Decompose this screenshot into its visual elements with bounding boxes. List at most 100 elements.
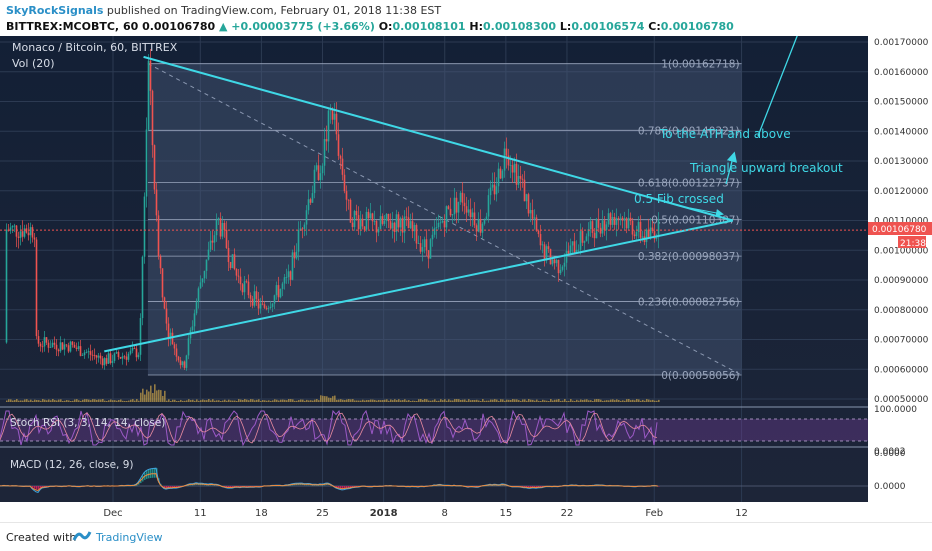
volume-bar xyxy=(550,399,552,402)
candle-body xyxy=(541,244,544,246)
volume-bar xyxy=(430,400,432,402)
volume-bar xyxy=(330,397,332,402)
volume-bar xyxy=(376,400,378,402)
volume-bar xyxy=(268,400,270,402)
candle-body xyxy=(221,222,224,237)
volume-bar xyxy=(30,399,32,402)
candle-body xyxy=(145,129,148,197)
time-tick-label: 2018 xyxy=(370,508,398,519)
candle-body xyxy=(119,357,122,359)
candle-body xyxy=(603,220,606,230)
volume-bar xyxy=(354,400,356,402)
volume-bar xyxy=(578,400,580,402)
fib-levels: 1(0.00162718) 0.786(0.00140321) 0.618(0.00… xyxy=(147,59,742,382)
volume-bar xyxy=(548,400,550,402)
candle-body xyxy=(647,229,650,237)
macd-histogram-bar xyxy=(36,486,38,490)
volume-bar xyxy=(508,399,510,402)
macd-histogram-bar xyxy=(532,486,534,488)
candle-body xyxy=(137,354,140,358)
volume-bar xyxy=(240,399,242,402)
volume-bar xyxy=(506,399,508,402)
ath-arrow xyxy=(757,36,798,137)
volume-bar xyxy=(56,400,58,402)
candle-body xyxy=(265,307,268,309)
candle-body xyxy=(495,186,498,195)
volume-bar xyxy=(566,400,568,402)
volume-bar xyxy=(48,399,50,402)
candle-body xyxy=(177,356,180,361)
price-tick-label: 0.00080000 xyxy=(874,306,929,316)
volume-bar xyxy=(226,400,228,402)
volume-bar xyxy=(282,399,284,402)
publish-info: published on TradingView.com, February 0… xyxy=(106,4,442,17)
candle-body xyxy=(75,347,78,349)
volume-bar xyxy=(568,400,570,402)
candle-body xyxy=(97,355,100,358)
low-label: L: xyxy=(559,20,572,33)
volume-bar xyxy=(546,400,548,402)
volume-bar xyxy=(26,399,28,402)
last-price: 0.00106780 xyxy=(142,20,216,33)
author-name[interactable]: SkyRockSignals xyxy=(6,4,104,17)
macd-label: MACD (12, 26, close, 9) xyxy=(10,459,133,471)
volume-bar xyxy=(324,396,326,402)
candle-body xyxy=(627,217,630,229)
volume-bar xyxy=(526,400,528,402)
volume-bar xyxy=(620,400,622,402)
candle-body xyxy=(375,221,378,233)
candle-body xyxy=(111,360,114,364)
candle-body xyxy=(299,228,302,230)
volume-bar xyxy=(58,399,60,402)
candle-body xyxy=(45,337,48,343)
volume-bar xyxy=(432,400,434,402)
volume-bar xyxy=(254,400,256,402)
candle-body xyxy=(345,191,348,200)
volume-bar xyxy=(82,399,84,402)
fib-level-label: 0.382(0.00098037) xyxy=(638,251,740,263)
candle-body xyxy=(153,145,156,190)
volume-bar xyxy=(34,399,36,402)
triangle-lower-trendline[interactable] xyxy=(104,219,734,353)
candle-body xyxy=(259,303,262,309)
volume-bar xyxy=(382,400,384,402)
candle-body xyxy=(201,278,204,283)
macd-histogram-bar xyxy=(172,486,174,488)
volume-bar xyxy=(370,399,372,402)
candle-body xyxy=(11,225,14,228)
candle-body xyxy=(133,347,136,349)
volume-bar xyxy=(412,400,414,402)
volume-bar xyxy=(90,400,92,402)
candle-body xyxy=(523,179,526,202)
volume-bar xyxy=(192,399,194,402)
candle-body xyxy=(397,214,400,228)
macd-histogram-bar xyxy=(230,486,232,488)
macd-histogram-bar xyxy=(154,468,156,478)
candle-body xyxy=(55,344,58,350)
candle-body xyxy=(441,220,444,223)
candle-body xyxy=(203,270,206,279)
chart-area[interactable]: 1(0.00162718) 0.786(0.00140321) 0.618(0.00… xyxy=(0,36,932,522)
candle-body xyxy=(207,249,210,260)
volume-bar xyxy=(524,399,526,402)
volume-bar xyxy=(496,399,498,402)
candle-body xyxy=(149,60,152,91)
candle-body xyxy=(157,215,160,257)
volume-bar xyxy=(642,399,644,402)
candle-body xyxy=(443,220,446,228)
macd-histogram-bar xyxy=(658,486,660,487)
volume-bar xyxy=(296,400,298,402)
candle-body xyxy=(141,256,144,319)
candle-body xyxy=(629,217,632,221)
candle-body xyxy=(219,218,222,237)
volume-bar xyxy=(46,400,48,402)
candle-body xyxy=(553,259,556,264)
candle-body xyxy=(33,237,36,240)
tradingview-link[interactable]: TradingView xyxy=(96,531,163,544)
volume-bar xyxy=(366,400,368,402)
price-change: ▲ +0.00003775 (+3.66%) xyxy=(219,20,375,33)
symbol-label: BITTREX:MCOBTC, 60 xyxy=(6,20,139,33)
triangle-upper-trendline[interactable] xyxy=(143,55,734,222)
candle-body xyxy=(525,194,528,202)
candle-body xyxy=(479,218,482,233)
